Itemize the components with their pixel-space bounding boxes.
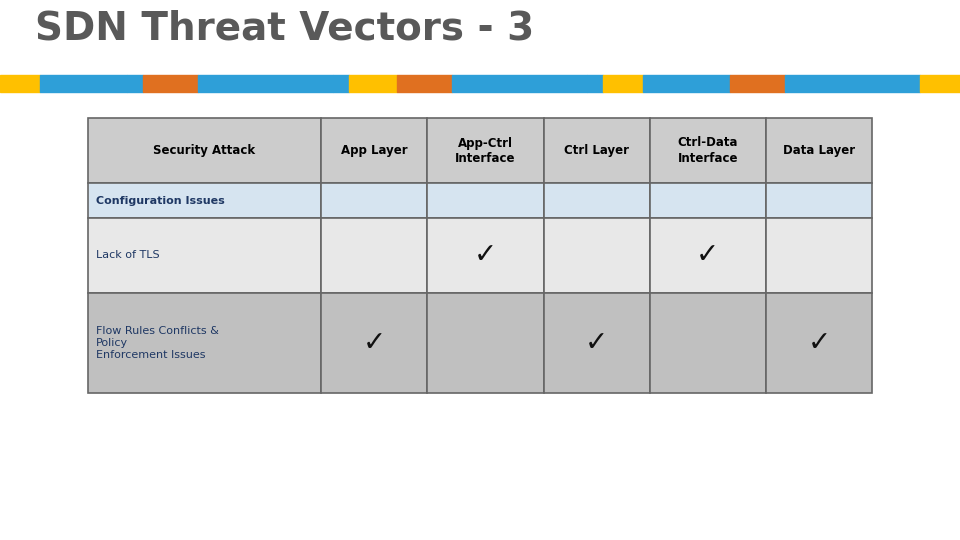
Bar (333, 75, 349, 92)
Bar (39, 75, 127, 92)
Text: SDN Threat Vectors - 3: SDN Threat Vectors - 3 (35, 10, 535, 48)
Bar (321, 118, 427, 183)
Text: Security Attack: Security Attack (154, 144, 255, 157)
Bar (543, 218, 650, 293)
Bar (427, 293, 543, 393)
Bar (143, 75, 199, 92)
Bar (588, 75, 603, 92)
Text: ✓: ✓ (696, 241, 719, 269)
Bar (199, 75, 333, 92)
Bar (0, 75, 39, 92)
Bar (321, 183, 427, 218)
Bar (766, 218, 872, 293)
Bar (321, 293, 427, 393)
Bar (603, 75, 642, 92)
Bar (543, 293, 650, 393)
Bar (921, 75, 960, 92)
Bar (785, 75, 921, 92)
Bar (730, 75, 785, 92)
Bar (88, 293, 321, 393)
Bar (321, 218, 427, 293)
Bar (88, 218, 321, 293)
Bar (650, 118, 766, 183)
Text: ✓: ✓ (473, 241, 497, 269)
Bar (427, 118, 543, 183)
Text: Configuration Issues: Configuration Issues (96, 195, 225, 206)
Bar (650, 218, 766, 293)
Bar (88, 183, 321, 218)
Bar (396, 75, 452, 92)
Bar (127, 75, 143, 92)
Bar (349, 75, 396, 92)
Bar (543, 118, 650, 183)
Bar (427, 218, 543, 293)
Text: Data Layer: Data Layer (783, 144, 855, 157)
Bar (766, 293, 872, 393)
Bar (543, 183, 650, 218)
Bar (766, 183, 872, 218)
Text: App Layer: App Layer (341, 144, 407, 157)
Bar (642, 75, 730, 92)
Text: App-Ctrl
Interface: App-Ctrl Interface (455, 137, 516, 165)
Text: Ctrl Layer: Ctrl Layer (564, 144, 629, 157)
Bar (88, 118, 321, 183)
Text: ✓: ✓ (585, 329, 609, 357)
Text: ✓: ✓ (807, 329, 830, 357)
Bar (650, 293, 766, 393)
Text: Lack of TLS: Lack of TLS (96, 251, 159, 260)
Text: ✓: ✓ (363, 329, 386, 357)
Bar (766, 118, 872, 183)
Bar (650, 183, 766, 218)
Bar (427, 183, 543, 218)
Text: Flow Rules Conflicts &
Policy
Enforcement Issues: Flow Rules Conflicts & Policy Enforcemen… (96, 326, 219, 360)
Text: Ctrl-Data
Interface: Ctrl-Data Interface (678, 137, 738, 165)
Bar (452, 75, 588, 92)
